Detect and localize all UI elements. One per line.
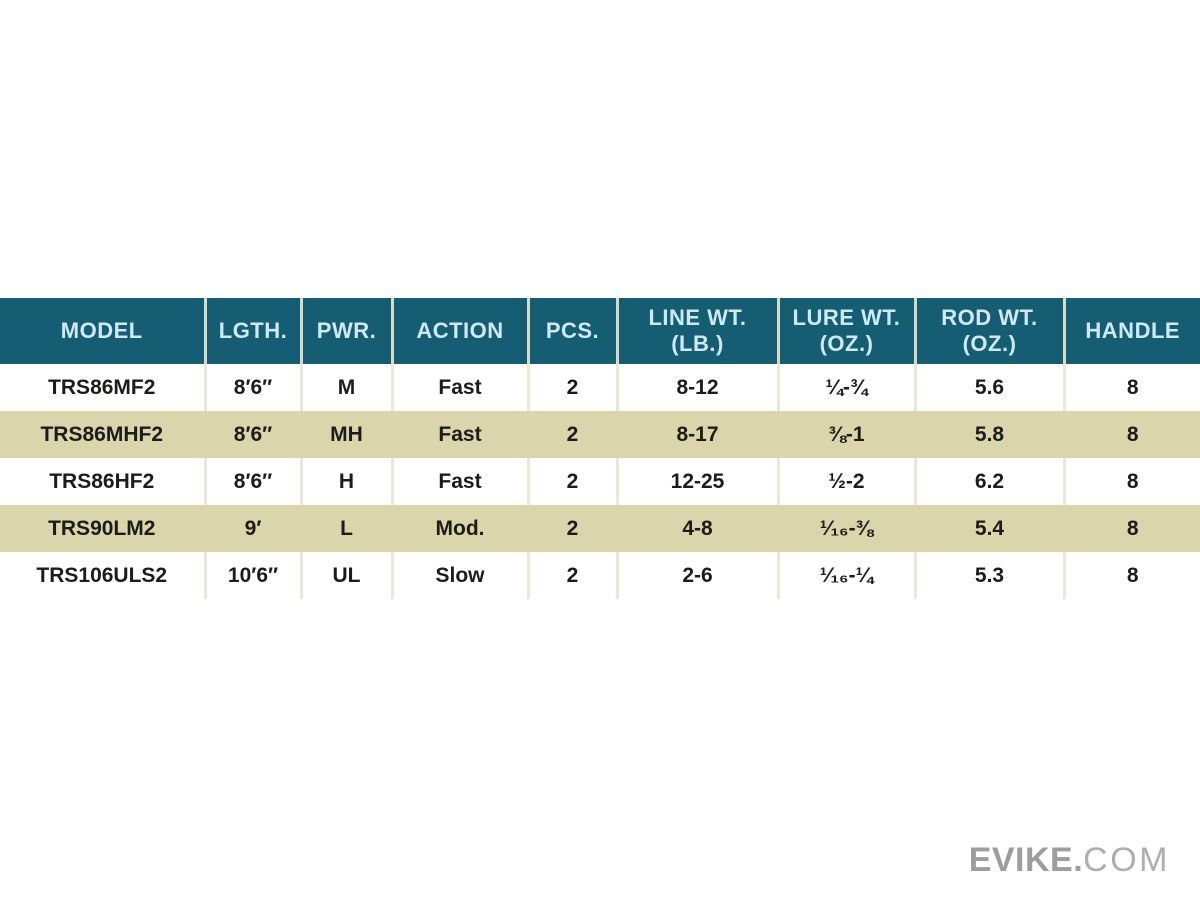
cell-rod_wt: 5.3 [915, 552, 1066, 599]
column-header-model: MODEL [0, 298, 207, 364]
evike-watermark: EVIKE.COM [969, 843, 1170, 877]
cell-line_wt: 12-25 [617, 458, 780, 505]
cell-line_wt: 4-8 [617, 505, 780, 552]
cell-length: 8′6″ [205, 364, 303, 411]
column-header-action: ACTION [392, 298, 530, 364]
cell-model: TRS106ULS2 [0, 552, 207, 599]
cell-line_wt: 8-12 [617, 364, 780, 411]
cell-length: 10′6″ [205, 552, 303, 599]
column-header-line_wt: LINE WT. (LB.) [617, 298, 780, 364]
table-row: TRS86MHF2 8′6″ MH Fast 2 8-17 ⅜-1 5.8 8 [0, 411, 1200, 458]
cell-power: L [301, 505, 394, 552]
cell-model: TRS86MF2 [0, 364, 207, 411]
cell-lure_wt: ⅜-1 [778, 411, 917, 458]
cell-action: Fast [392, 364, 530, 411]
cell-handle: 8 [1064, 458, 1200, 505]
table-row: TRS90LM2 9′ L Mod. 2 4-8 ¹⁄₁₆-⅜ 5.4 8 [0, 505, 1200, 552]
cell-handle: 8 [1064, 552, 1200, 599]
rod-spec-table-wrap: MODEL LGTH. PWR. ACTION PCS. LINE WT. (LB.) LU… [0, 298, 1200, 599]
cell-power: UL [301, 552, 394, 599]
column-header-handle: HANDLE [1064, 298, 1200, 364]
cell-line_wt: 2-6 [617, 552, 780, 599]
cell-pcs: 2 [528, 411, 619, 458]
column-header-length: LGTH. [205, 298, 303, 364]
cell-lure_wt: ¹⁄₁₆-⅜ [778, 505, 917, 552]
cell-handle: 8 [1064, 505, 1200, 552]
rod-spec-table: MODEL LGTH. PWR. ACTION PCS. LINE WT. (LB.) LU… [0, 298, 1200, 599]
column-header-lure_wt: LURE WT. (OZ.) [778, 298, 917, 364]
cell-length: 8′6″ [205, 458, 303, 505]
column-header-rod_wt: ROD WT. (OZ.) [915, 298, 1066, 364]
cell-model: TRS86MHF2 [0, 411, 207, 458]
table-body: TRS86MF2 8′6″ M Fast 2 8-12 ¼-¾ 5.6 8 TRS86MHF2 8′… [0, 364, 1200, 599]
cell-model: TRS86HF2 [0, 458, 207, 505]
cell-action: Mod. [392, 505, 530, 552]
cell-action: Fast [392, 411, 530, 458]
cell-rod_wt: 5.8 [915, 411, 1066, 458]
cell-line_wt: 8-17 [617, 411, 780, 458]
cell-handle: 8 [1064, 411, 1200, 458]
evike-watermark-brand: EVIKE. [968, 841, 1084, 879]
cell-power: H [301, 458, 394, 505]
table-header-row: MODEL LGTH. PWR. ACTION PCS. LINE WT. (LB.) LU… [0, 298, 1200, 364]
cell-length: 8′6″ [205, 411, 303, 458]
table-row: TRS86HF2 8′6″ H Fast 2 12-25 ½-2 6.2 8 [0, 458, 1200, 505]
cell-lure_wt: ¼-¾ [778, 364, 917, 411]
column-header-power: PWR. [301, 298, 394, 364]
cell-pcs: 2 [528, 458, 619, 505]
cell-length: 9′ [205, 505, 303, 552]
cell-power: M [301, 364, 394, 411]
evike-watermark-suffix: COM [1083, 841, 1170, 879]
cell-rod_wt: 5.4 [915, 505, 1066, 552]
cell-action: Slow [392, 552, 530, 599]
cell-action: Fast [392, 458, 530, 505]
cell-rod_wt: 5.6 [915, 364, 1066, 411]
cell-power: MH [301, 411, 394, 458]
cell-pcs: 2 [528, 505, 619, 552]
table-row: TRS86MF2 8′6″ M Fast 2 8-12 ¼-¾ 5.6 8 [0, 364, 1200, 411]
cell-lure_wt: ¹⁄₁₆-¼ [778, 552, 917, 599]
cell-model: TRS90LM2 [0, 505, 207, 552]
cell-handle: 8 [1064, 364, 1200, 411]
cell-pcs: 2 [528, 364, 619, 411]
table-row: TRS106ULS2 10′6″ UL Slow 2 2-6 ¹⁄₁₆-¼ 5.3 8 [0, 552, 1200, 599]
column-header-pcs: PCS. [528, 298, 619, 364]
table-header: MODEL LGTH. PWR. ACTION PCS. LINE WT. (LB.) LU… [0, 298, 1200, 364]
cell-lure_wt: ½-2 [778, 458, 917, 505]
cell-rod_wt: 6.2 [915, 458, 1066, 505]
cell-pcs: 2 [528, 552, 619, 599]
